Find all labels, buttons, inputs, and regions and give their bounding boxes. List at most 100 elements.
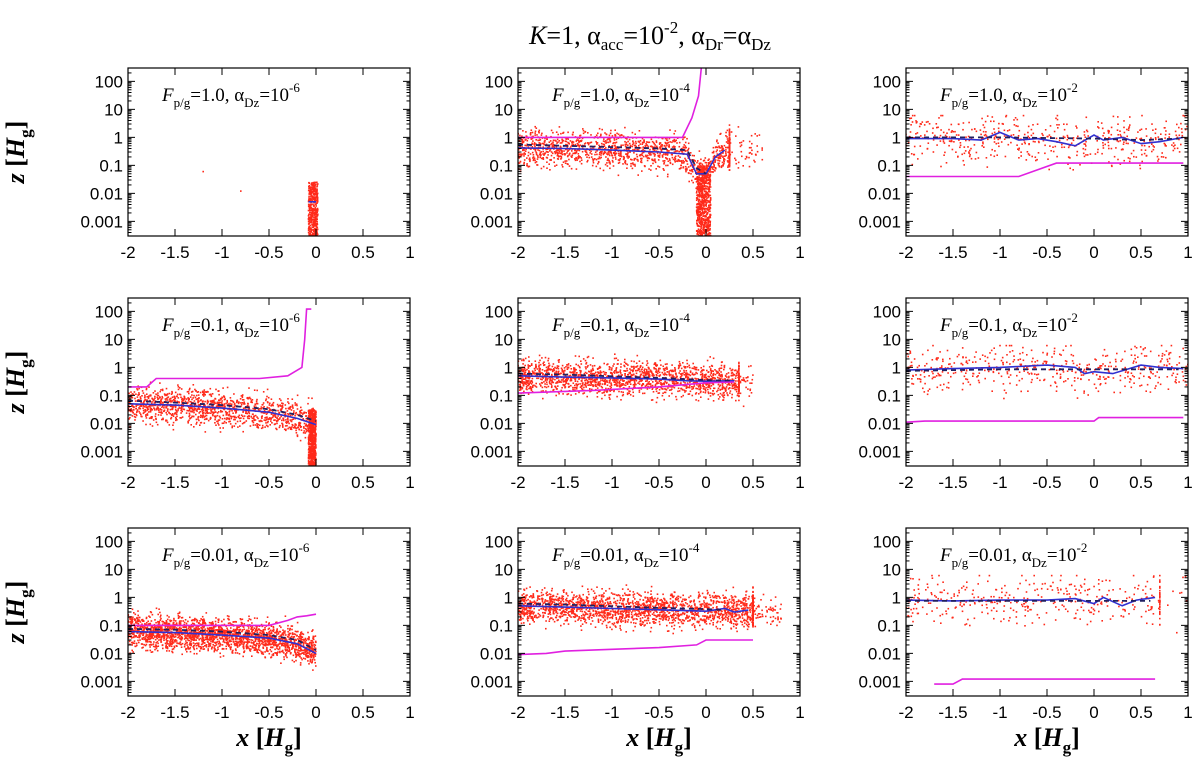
particle-point <box>664 160 666 162</box>
particle-point <box>1111 127 1113 129</box>
particle-point <box>227 402 229 404</box>
particle-point <box>662 156 664 158</box>
particle-point <box>536 127 538 129</box>
particle-point <box>723 161 725 163</box>
particle-point <box>666 145 668 147</box>
particle-point <box>237 421 239 423</box>
particle-point <box>1155 128 1157 130</box>
particle-point <box>186 410 188 412</box>
particle-point <box>958 134 960 136</box>
particle-point <box>648 168 650 170</box>
particle-point <box>699 199 701 201</box>
particle-point <box>910 124 912 126</box>
particle-point <box>964 146 966 148</box>
particle-point <box>585 151 587 153</box>
particle-point <box>224 404 226 406</box>
particle-point <box>191 416 193 418</box>
particle-point <box>139 406 141 408</box>
particle-point <box>662 160 664 162</box>
particle-point <box>579 145 581 147</box>
particle-point <box>210 394 212 396</box>
particle-point <box>549 141 551 143</box>
particle-point <box>936 123 938 125</box>
particle-point <box>217 390 219 392</box>
particle-point <box>561 156 563 158</box>
particle-point <box>626 164 628 166</box>
particle-point <box>314 431 316 433</box>
particle-point <box>1102 135 1104 137</box>
particle-point <box>1038 141 1040 143</box>
particle-point <box>1057 127 1059 129</box>
particle-point <box>282 424 284 426</box>
particle-point <box>196 395 198 397</box>
particle-point <box>296 405 298 407</box>
particle-point <box>1027 132 1029 134</box>
particle-point <box>611 154 613 156</box>
particle-point <box>729 131 731 133</box>
particle-point <box>155 393 157 395</box>
particle-point <box>313 220 315 222</box>
particle-point <box>943 132 945 134</box>
particle-point <box>706 164 708 166</box>
particle-point <box>615 153 617 155</box>
particle-point <box>554 165 556 167</box>
particle-point <box>176 411 178 413</box>
particle-point <box>150 409 152 411</box>
particle-point <box>634 158 636 160</box>
particle-point <box>567 156 569 158</box>
particle-point <box>250 425 252 427</box>
particle-point <box>1146 155 1148 157</box>
particle-point <box>535 139 537 141</box>
particle-point <box>1181 132 1183 134</box>
particle-point <box>242 431 244 433</box>
particle-point <box>706 205 708 207</box>
particle-point <box>1129 116 1131 118</box>
particle-point <box>142 407 144 409</box>
particle-point <box>145 415 147 417</box>
particle-point <box>761 147 763 149</box>
particle-point <box>719 150 721 152</box>
particle-point <box>528 155 530 157</box>
particle-point <box>218 411 220 413</box>
particle-point <box>134 419 136 421</box>
particle-point <box>751 143 753 145</box>
particle-point <box>614 139 616 141</box>
particle-point <box>191 394 193 396</box>
particle-point <box>1073 140 1075 142</box>
particle-point <box>1174 148 1176 150</box>
particle-point <box>557 134 559 136</box>
particle-point <box>968 151 970 153</box>
particle-point <box>280 409 282 411</box>
particle-point <box>699 187 701 189</box>
particle-point <box>607 152 609 154</box>
particle-point <box>725 151 727 153</box>
particle-point <box>566 152 568 154</box>
particle-point <box>247 398 249 400</box>
particle-point <box>709 209 711 211</box>
particle-point <box>685 142 687 144</box>
particle-point <box>1165 130 1167 132</box>
x-tick-label: -2 <box>510 243 525 262</box>
particle-point <box>971 129 973 131</box>
particle-point <box>278 412 280 414</box>
particle-point <box>590 151 592 153</box>
particle-point <box>945 135 947 137</box>
particle-point <box>563 161 565 163</box>
particle-point <box>708 188 710 190</box>
y-tick-label: 0.001 <box>858 212 901 231</box>
particle-point <box>313 229 315 231</box>
particle-point <box>297 427 299 429</box>
particle-point <box>994 137 996 139</box>
particle-point <box>698 171 700 173</box>
particle-point <box>741 156 743 158</box>
particle-point <box>573 141 575 143</box>
particle-point <box>688 148 690 150</box>
particle-point <box>754 133 756 135</box>
particle-point <box>745 158 747 160</box>
particle-point <box>270 420 272 422</box>
particle-point <box>754 161 756 163</box>
particle-point <box>138 392 140 394</box>
particle-point <box>704 209 706 211</box>
particle-point <box>1141 154 1143 156</box>
